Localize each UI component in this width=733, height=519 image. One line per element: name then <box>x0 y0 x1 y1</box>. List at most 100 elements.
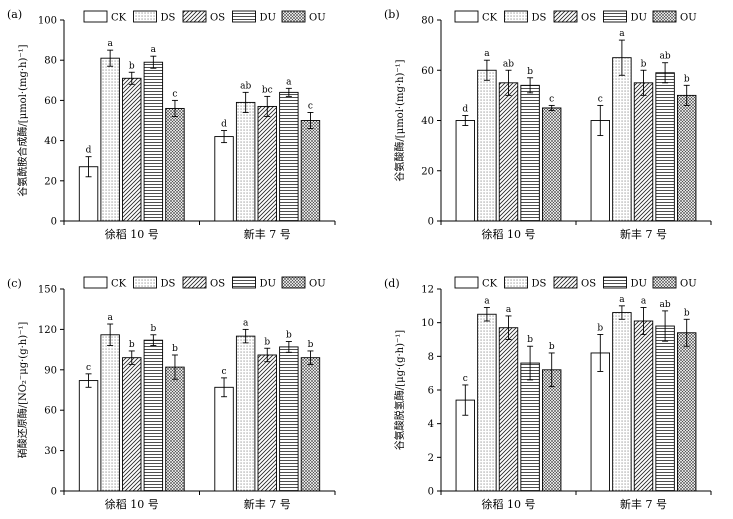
legend-swatch <box>603 10 627 23</box>
legend-label: DS <box>532 279 547 290</box>
bar <box>143 61 164 222</box>
legend-swatch <box>232 10 256 23</box>
y-tick-label: 60 <box>421 66 434 77</box>
bar <box>100 334 120 492</box>
significance-label: a <box>506 305 512 315</box>
bar <box>520 362 540 492</box>
significance-label: a <box>641 297 647 307</box>
y-tick-label: 40 <box>44 136 57 147</box>
legend-label: DU <box>631 13 647 24</box>
legend-swatch <box>182 10 207 23</box>
y-tick-label: 40 <box>421 116 434 127</box>
significance-label: b <box>286 331 292 341</box>
bar <box>300 357 321 492</box>
significance-label: a <box>243 318 249 328</box>
legend-label: DS <box>532 13 547 24</box>
significance-label: a <box>484 49 490 59</box>
legend-label: OS <box>581 13 596 24</box>
x-category-label: 新丰 7 号 <box>620 497 667 511</box>
legend-swatch <box>133 276 157 289</box>
legend-label: OU <box>309 279 326 290</box>
legend-label: CK <box>482 13 498 24</box>
y-tick-label: 20 <box>44 176 57 187</box>
bar <box>542 369 562 492</box>
bar <box>78 380 99 492</box>
significance-label: a <box>484 297 490 307</box>
y-axis-label: 硝酸还原酶/[NO₂⁻μg·(g·h)⁻¹] <box>16 322 29 459</box>
y-tick-label: 20 <box>421 166 434 177</box>
significance-label: d <box>221 120 227 130</box>
bar <box>633 82 654 222</box>
significance-label: a <box>619 29 625 39</box>
panel-label: (d) <box>384 277 400 290</box>
y-tick-label: 0 <box>51 487 57 498</box>
legend-label: DS <box>161 13 176 24</box>
bar <box>455 120 475 222</box>
bar <box>100 57 120 222</box>
y-tick-label: 2 <box>428 453 434 464</box>
bar <box>279 91 299 222</box>
legend-swatch <box>652 276 677 289</box>
legend-swatch <box>652 10 677 23</box>
legend-label: DU <box>260 279 276 290</box>
bar <box>122 357 142 492</box>
bar <box>612 312 632 492</box>
significance-label: c <box>86 363 91 373</box>
significance-label: c <box>463 374 468 384</box>
bar <box>477 313 497 492</box>
legend-swatch <box>83 10 108 23</box>
x-category-label: 徐稻 10 号 <box>482 227 536 241</box>
bar <box>300 120 321 222</box>
significance-label: d <box>86 146 92 156</box>
legend-swatch <box>504 276 528 289</box>
bar <box>542 107 562 222</box>
y-axis-label: 谷氨酸酶/[μmol·(mg·h)⁻¹] <box>393 59 406 181</box>
significance-label: ab <box>660 300 671 310</box>
y-tick-label: 0 <box>51 217 57 228</box>
legend-swatch <box>83 276 108 289</box>
bar <box>257 354 277 492</box>
significance-label: ab <box>660 52 671 62</box>
significance-label: ab <box>240 81 251 91</box>
x-category-label: 徐稻 10 号 <box>482 497 536 511</box>
panel-label: (a) <box>7 8 22 21</box>
bar <box>655 72 675 222</box>
bar <box>498 82 519 222</box>
bar <box>165 366 185 492</box>
legend-label: OU <box>680 279 697 290</box>
significance-label: b <box>172 344 178 354</box>
bar <box>633 320 654 492</box>
bar <box>498 327 519 492</box>
bar <box>677 94 697 222</box>
y-tick-label: 60 <box>44 406 57 417</box>
y-tick-label: 150 <box>38 285 57 296</box>
legend-label: OS <box>210 279 225 290</box>
significance-label: c <box>308 101 313 111</box>
y-tick-label: 4 <box>428 419 434 430</box>
legend-label: OS <box>210 13 225 24</box>
significance-label: b <box>308 340 314 350</box>
bar <box>257 105 277 222</box>
bar <box>520 84 540 222</box>
significance-label: d <box>462 104 468 114</box>
significance-label: b <box>641 59 647 69</box>
significance-label: b <box>129 61 135 71</box>
legend-label: CK <box>111 13 127 24</box>
x-category-label: 徐稻 10 号 <box>105 497 159 511</box>
legend-swatch <box>454 10 479 23</box>
y-tick-label: 100 <box>38 16 57 27</box>
legend-label: CK <box>111 279 127 290</box>
legend-label: OU <box>680 13 697 24</box>
bar <box>235 101 256 222</box>
significance-label: b <box>527 67 533 77</box>
panel-label: (c) <box>7 277 22 290</box>
significance-label: a <box>151 45 157 55</box>
x-category-label: 徐稻 10 号 <box>105 227 159 241</box>
legend-swatch <box>133 10 157 23</box>
panel-label: (b) <box>384 8 400 21</box>
bar <box>214 386 234 492</box>
legend-swatch <box>454 276 479 289</box>
bar <box>477 69 497 222</box>
y-tick-label: 6 <box>428 386 434 397</box>
legend-label: DU <box>631 279 647 290</box>
